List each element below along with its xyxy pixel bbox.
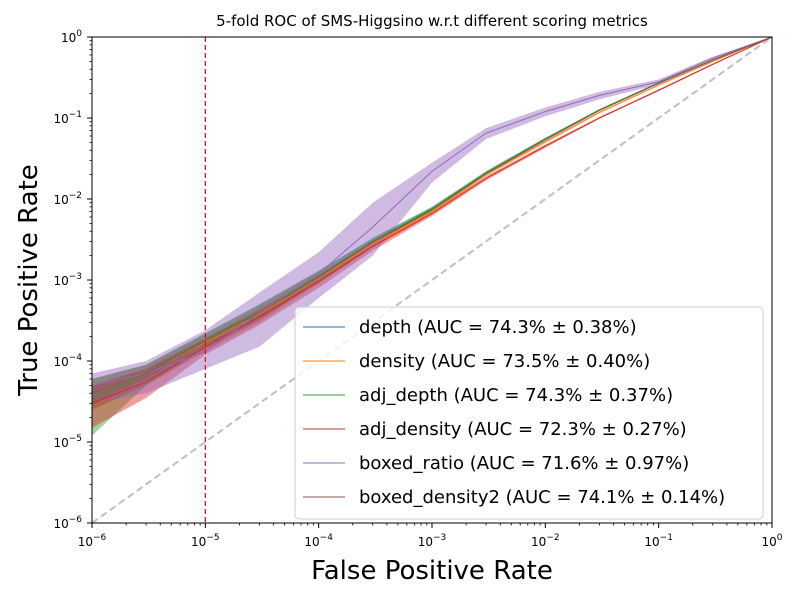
legend: depth (AUC = 74.3% ± 0.38%) density (AUC …	[294, 306, 764, 520]
y-axis-label: True Positive Rate	[14, 164, 44, 397]
legend-label-2: adj_depth (AUC = 74.3% ± 0.37%)	[359, 385, 673, 406]
legend-label-4: boxed_ratio (AUC = 71.6% ± 0.97%)	[359, 453, 689, 474]
legend-label-1: density (AUC = 73.5% ± 0.40%)	[359, 351, 650, 372]
x-axis-label: False Positive Rate	[311, 556, 553, 586]
plot-area: 10−6 10−5 10−4 10−3 10−2 10−1 10010−610−510−41…	[53, 29, 782, 549]
legend-label-5: boxed_density2 (AUC = 74.1% ± 0.14%)	[359, 487, 725, 508]
legend-label-0: depth (AUC = 74.3% ± 0.38%)	[359, 317, 637, 338]
series-band-1	[92, 37, 772, 410]
chart-title: 5-fold ROC of SMS-Higgsino w.r.t differe…	[216, 12, 648, 30]
series-line-3	[91, 36, 773, 404]
series-band-0	[92, 37, 772, 410]
legend-label-3: adj_density (AUC = 72.3% ± 0.27%)	[359, 419, 687, 440]
diagonal-reference-line	[91, 36, 773, 524]
legend-box	[294, 306, 764, 520]
